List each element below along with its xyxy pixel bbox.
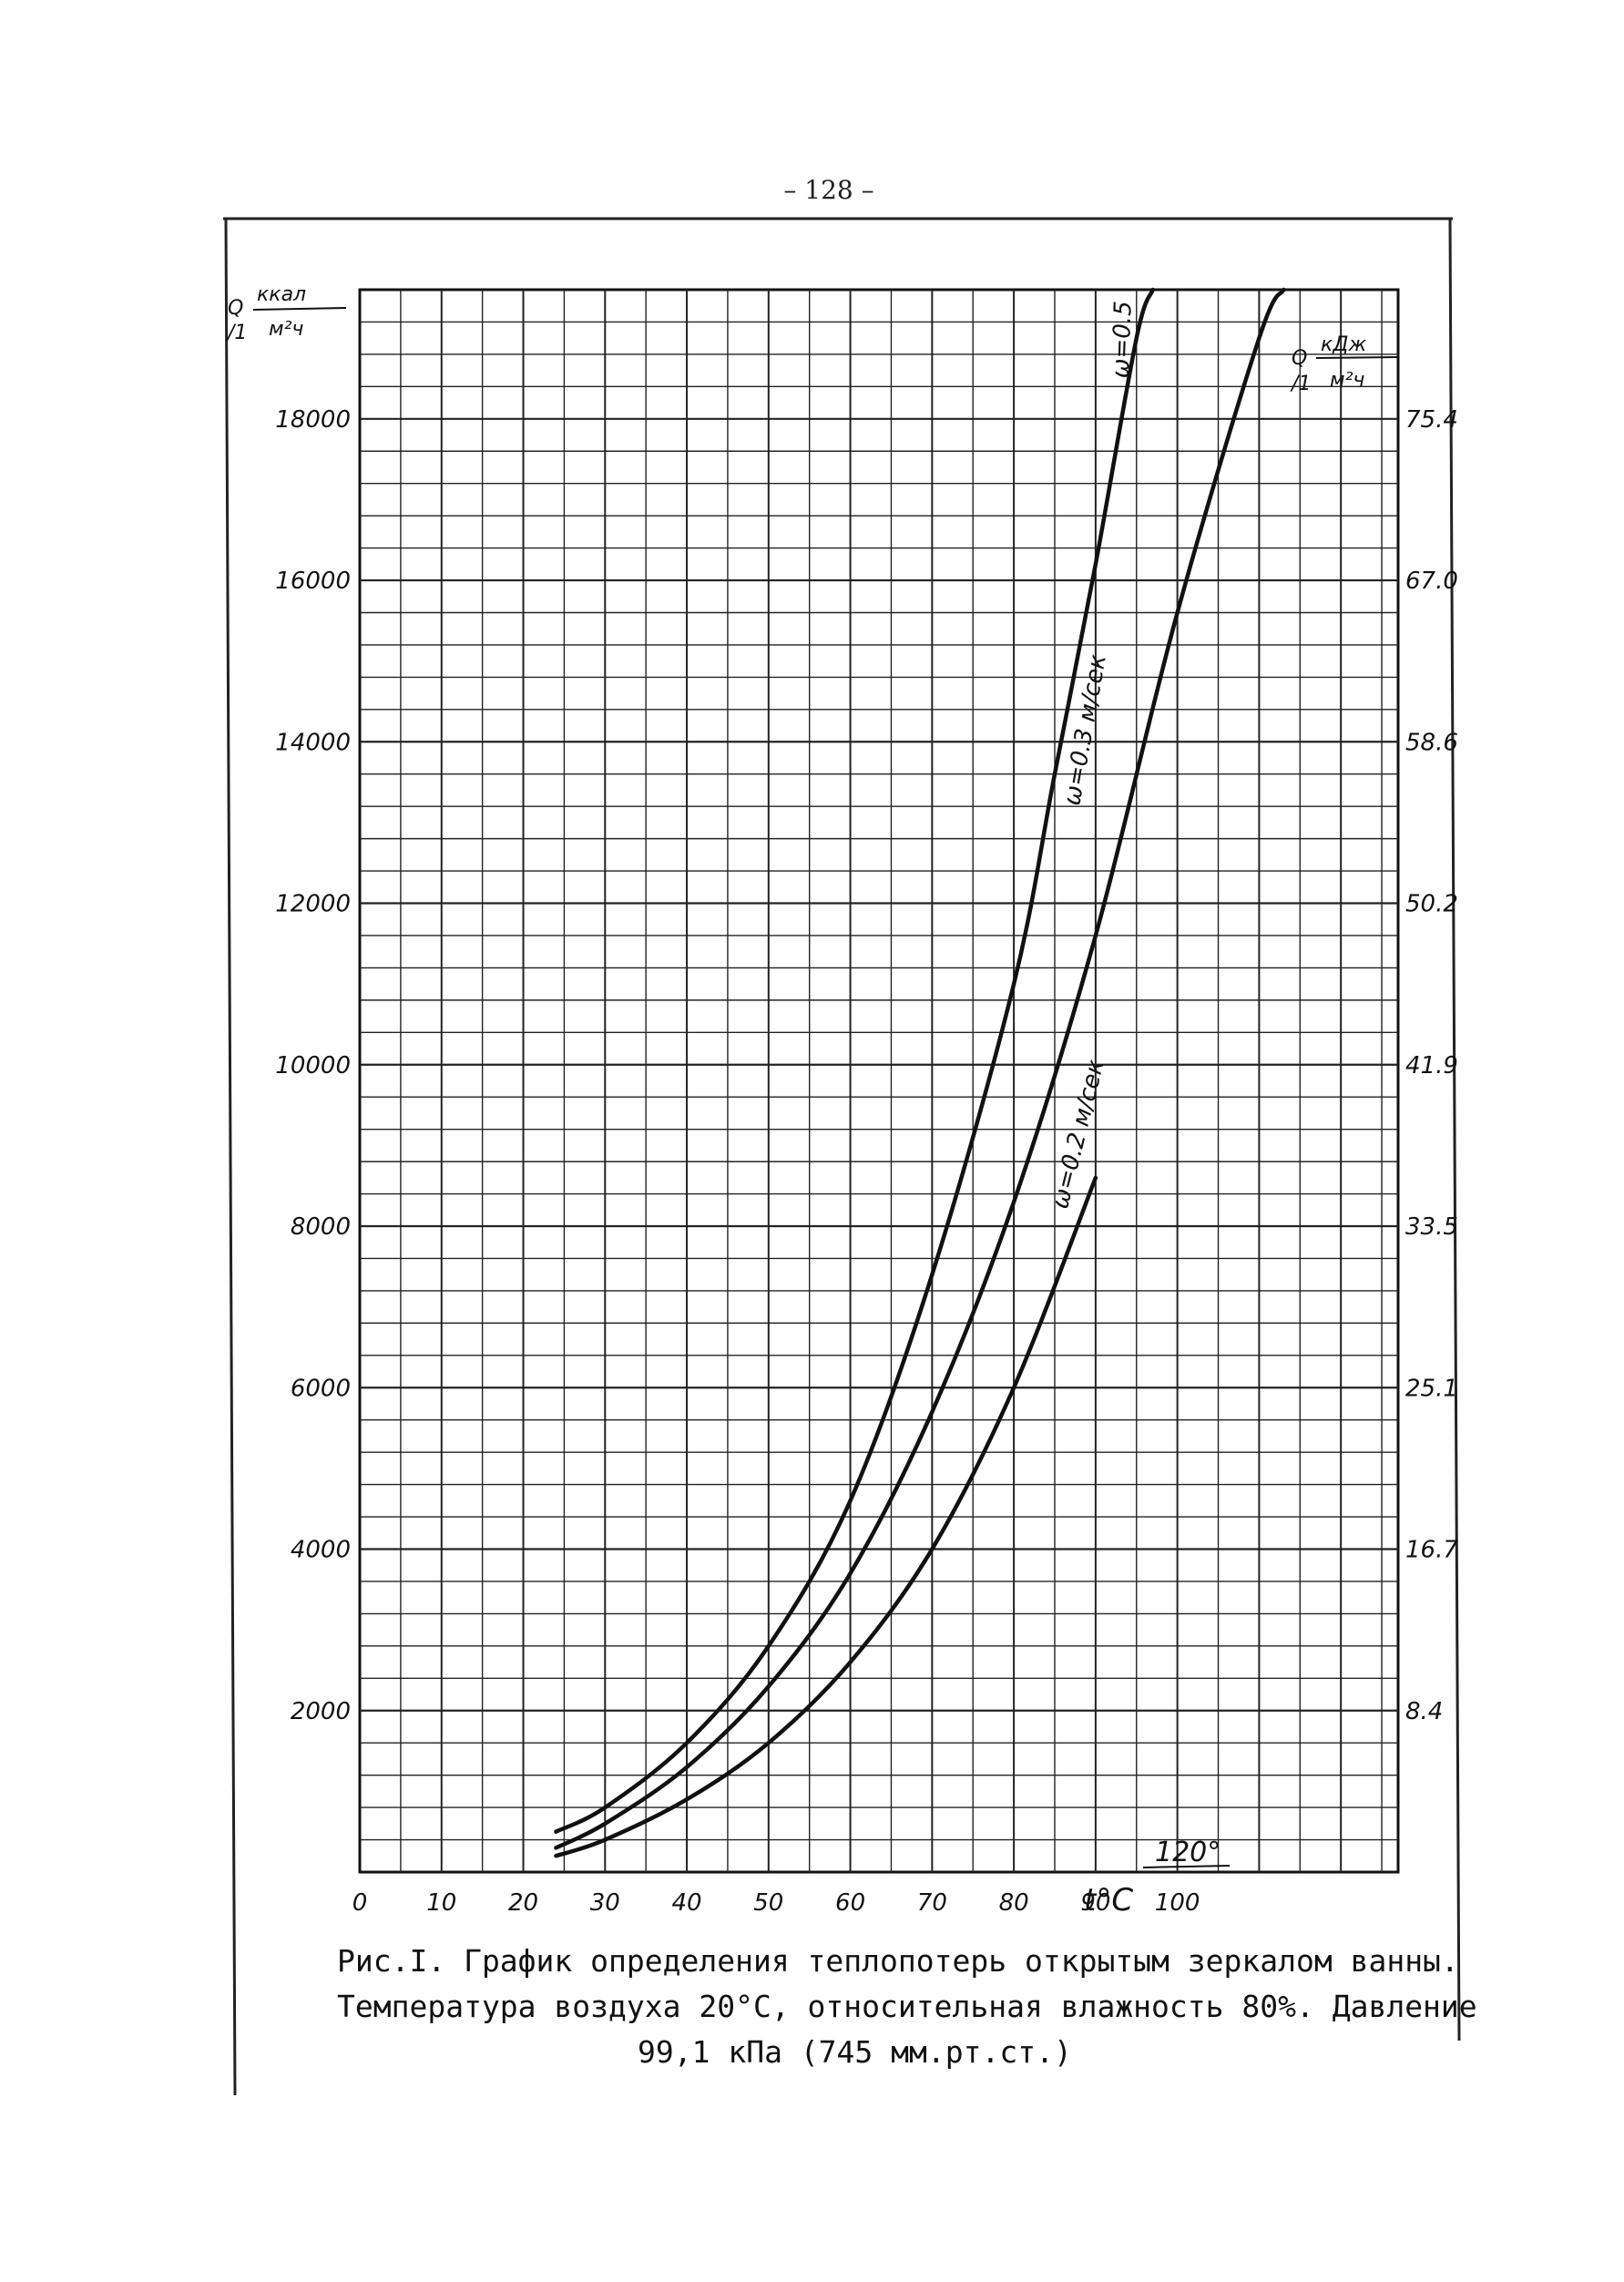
y-right-tick-label: 33.5 (1405, 1213, 1458, 1241)
page-frame-left (224, 218, 237, 2096)
x-tick-label: 50 (753, 1889, 783, 1917)
y-left-tick-label: 12000 (275, 891, 351, 918)
y-left-tick-label: 10000 (275, 1052, 351, 1080)
y-axis-right-label: Q кДж /1 м²ч (1290, 333, 1399, 395)
y-left-tick-label: 6000 (291, 1375, 351, 1402)
x-tick-label: 30 (590, 1889, 620, 1917)
page-frame-right (1448, 218, 1461, 2042)
series-line (554, 1175, 1098, 1858)
y-right-tick-label: 41.9 (1405, 1052, 1458, 1080)
y-left-tick-label: 4000 (291, 1537, 351, 1564)
grid (358, 288, 1400, 1874)
extra-label-120: 120° (1155, 1837, 1221, 1868)
x-tick-label: 0 (352, 1889, 368, 1917)
caption-line-2: Температура воздуха 20°С, относительная … (337, 1989, 1477, 2024)
x-tick-label: 80 (999, 1889, 1029, 1917)
series-label: ω=0.5 (1108, 301, 1138, 379)
y-left-tick-label: 8000 (291, 1213, 351, 1241)
y-right-unit-top: кДж (1321, 333, 1366, 356)
y-right-tick-label: 16.7 (1405, 1537, 1458, 1564)
series-label: ω=0.3 м/сек (1058, 652, 1112, 807)
caption-line-3: 99,1 кПа (745 мм.рт.ст.) (638, 2034, 1072, 2070)
y-left-unit-sub: /1 (226, 322, 247, 344)
y-left-q: Q (228, 297, 243, 320)
y-right-tick-label: 75.4 (1405, 406, 1458, 434)
y-left-tick-label: 18000 (275, 406, 351, 434)
series-line (554, 287, 1286, 1850)
series-line (554, 287, 1155, 1834)
y-right-tick-label: 8.4 (1405, 1698, 1443, 1725)
page-number: – 128 – (783, 175, 874, 205)
x-tick-label: 40 (672, 1889, 702, 1917)
y-left-tick-label: 2000 (291, 1698, 351, 1725)
x-tick-label: 100 (1155, 1889, 1200, 1917)
caption-line-1: Рис.I. График определения теплопотерь от… (337, 1943, 1459, 1979)
x-axis-label: t°C (1084, 1882, 1133, 1919)
extra-label-underline (1142, 1865, 1231, 1868)
curves: ω=0.5 ω=0.3 м/сек ω=0.2 м/сек (554, 287, 1286, 1858)
y-right-tick-label: 58.6 (1405, 729, 1458, 756)
series-label: ω=0.2 м/сек (1047, 1057, 1110, 1212)
y-right-fraction-bar (1315, 356, 1399, 359)
y-left-tick-label: 16000 (275, 568, 351, 595)
y-right-tick-label: 67.0 (1405, 568, 1458, 595)
y-axis-left-label: Q ккал /1 м²ч (226, 283, 347, 344)
y-left-tick-label: 14000 (275, 729, 351, 756)
tick-labels: 0 10 20 30 40 50 60 70 80 90 100 2000 4000 6000 8000 10… (275, 406, 1458, 1917)
y-right-tick-label: 25.1 (1405, 1375, 1458, 1402)
x-tick-label: 70 (917, 1889, 947, 1917)
y-right-unit-bottom: м²ч (1330, 369, 1364, 392)
y-left-unit-bottom: м²ч (269, 318, 303, 341)
x-tick-label: 90 (1080, 1889, 1110, 1917)
x-tick-label: 20 (508, 1889, 538, 1917)
x-tick-label: 60 (835, 1889, 865, 1917)
x-tick-label: 10 (426, 1889, 456, 1917)
y-left-unit-top: ккал (257, 283, 306, 306)
y-left-fraction-bar (252, 307, 347, 311)
plot-border (358, 288, 1400, 1874)
y-right-tick-label: 50.2 (1405, 891, 1458, 918)
y-right-unit-sub: /1 (1290, 373, 1311, 395)
y-right-q: Q (1292, 347, 1307, 370)
